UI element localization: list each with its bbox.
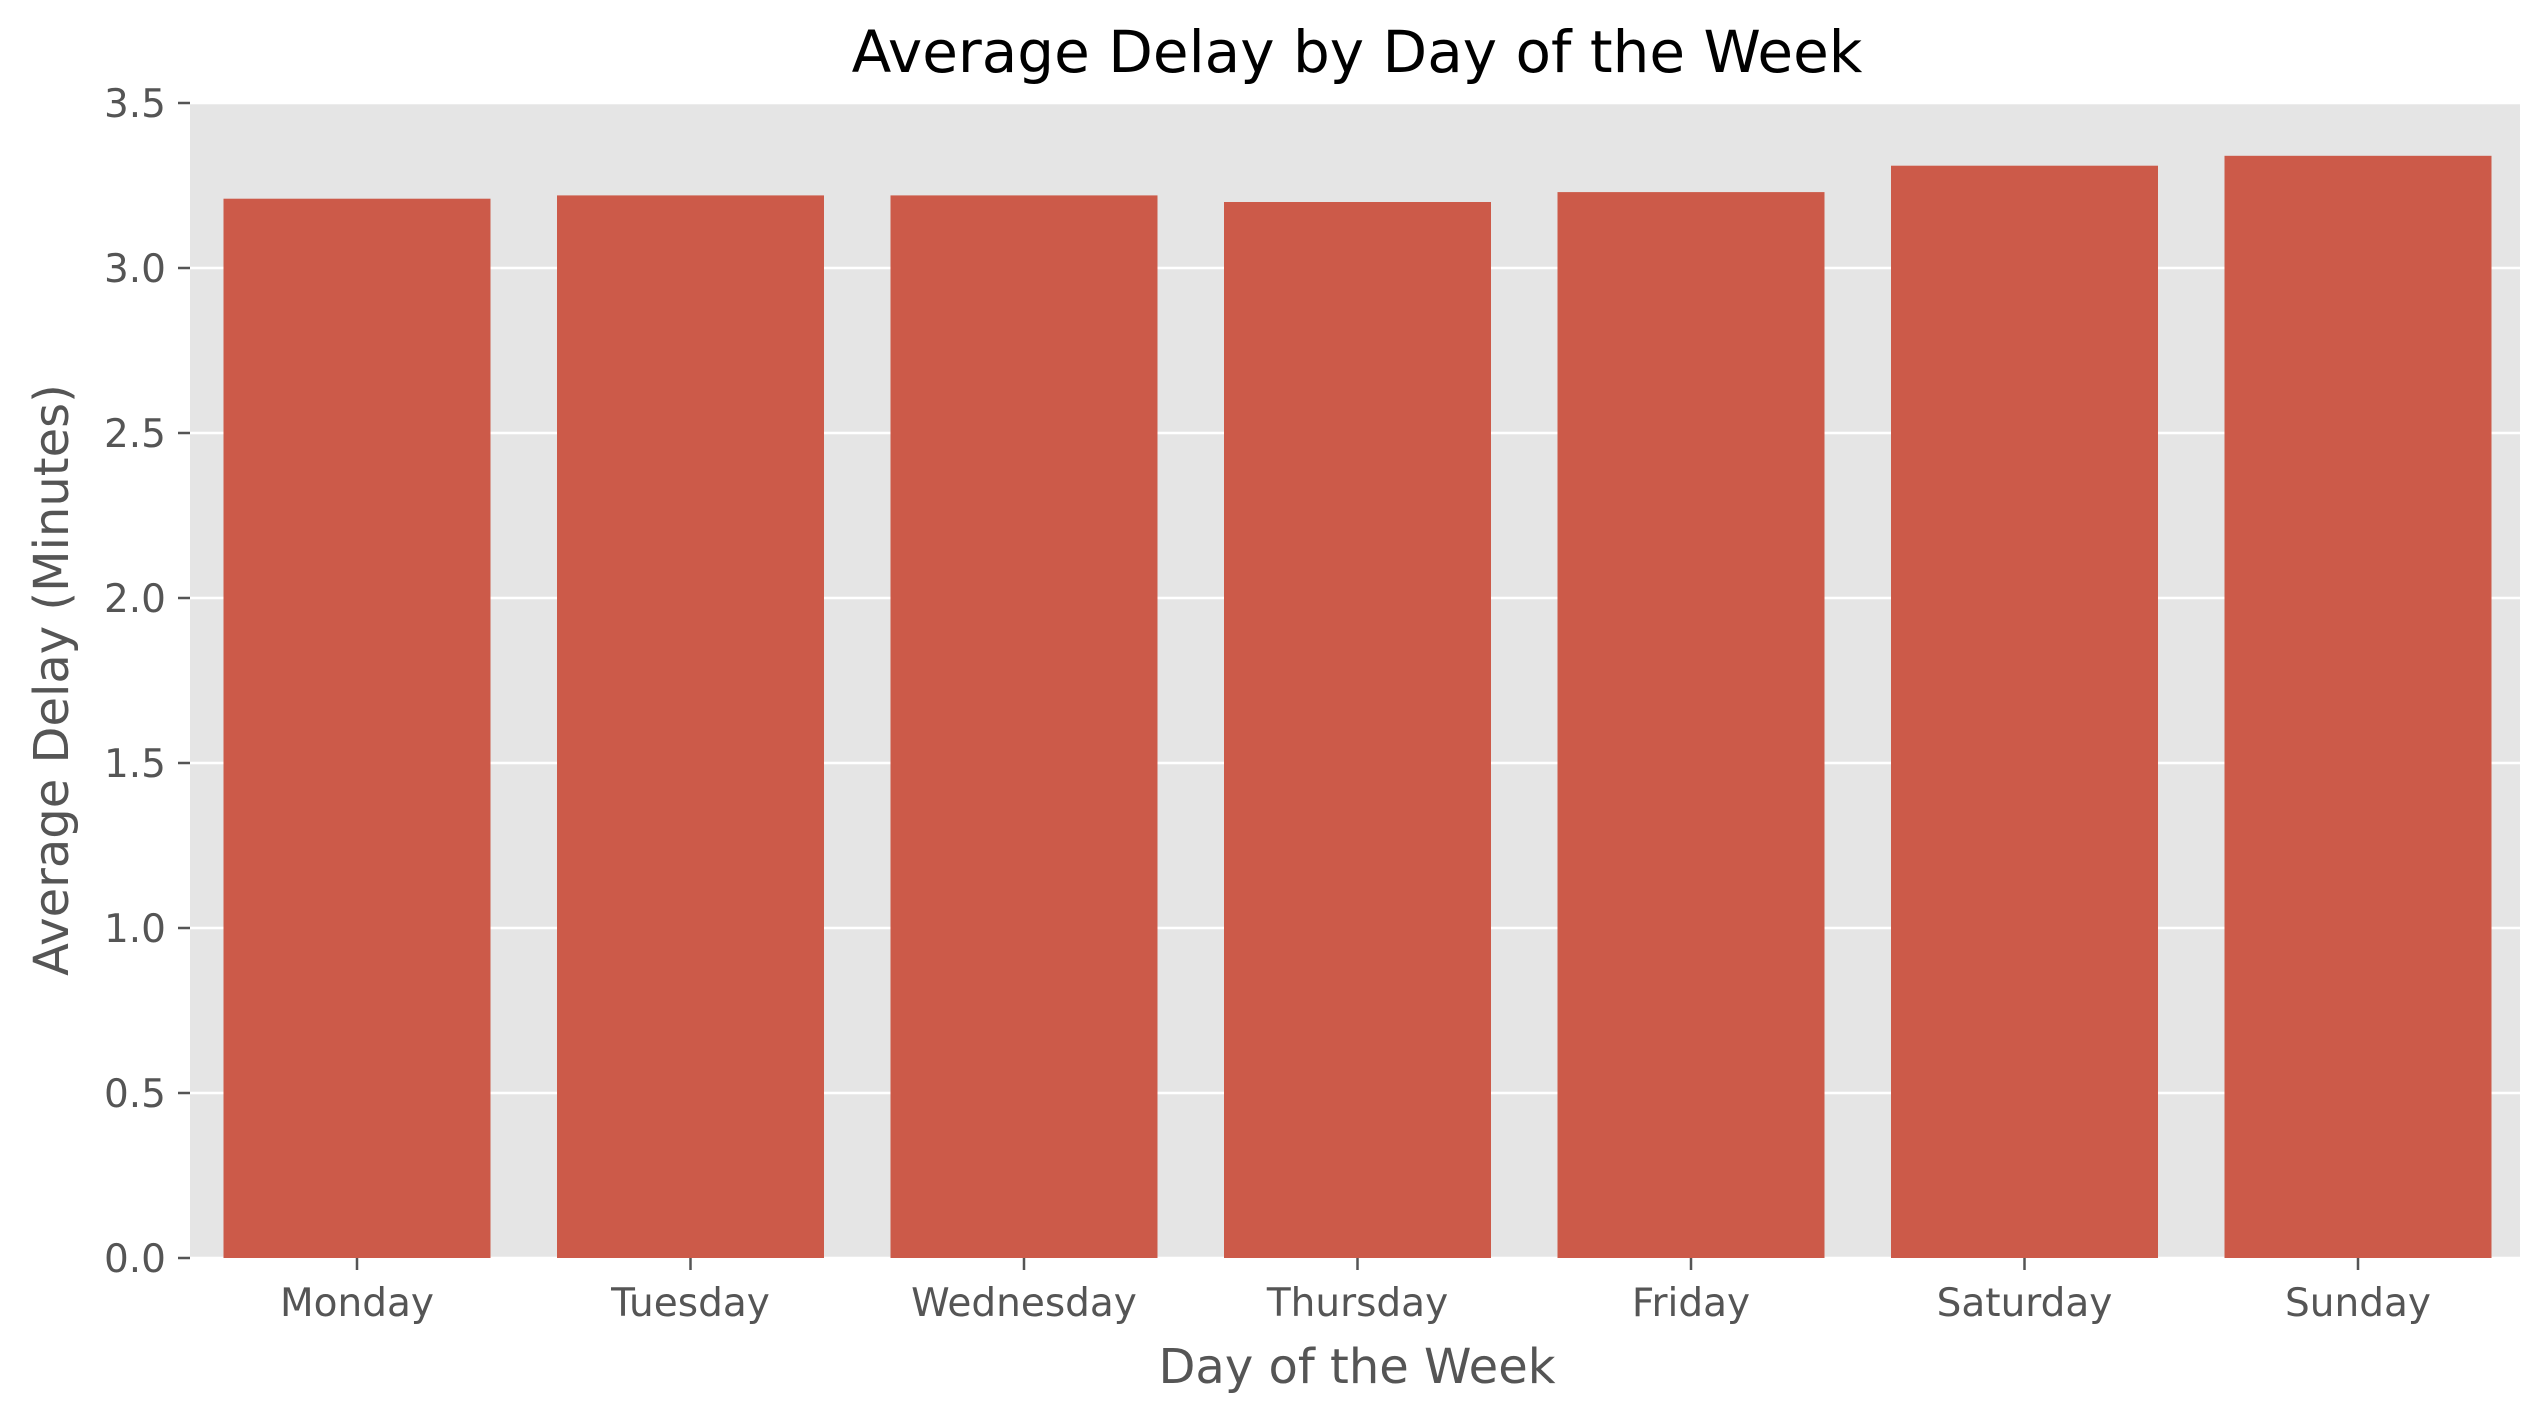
bar-sunday bbox=[2224, 155, 2492, 1258]
x-tick-label: Wednesday bbox=[911, 1281, 1137, 1326]
x-tick-label: Thursday bbox=[1266, 1281, 1448, 1326]
y-axis: 0.0 0.5 1.0 1.5 2.0 2.5 3.0 3.5 bbox=[104, 82, 190, 1282]
y-tick-label: 1.5 bbox=[104, 742, 166, 787]
x-tick-label: Friday bbox=[1632, 1281, 1750, 1326]
y-axis-title: Average Delay (Minutes) bbox=[24, 384, 80, 976]
bars bbox=[223, 155, 2492, 1259]
y-tick-label: 0.5 bbox=[104, 1072, 166, 1117]
y-tick-label: 3.0 bbox=[104, 247, 166, 292]
y-tick-label: 0.0 bbox=[104, 1237, 166, 1282]
bar-friday bbox=[1557, 192, 1825, 1259]
bar-wednesday bbox=[890, 195, 1158, 1258]
chart-title: Average Delay by Day of the Week bbox=[852, 18, 1863, 86]
y-tick-label: 2.5 bbox=[104, 412, 166, 457]
bar-tuesday bbox=[557, 195, 824, 1258]
bar-monday bbox=[223, 198, 491, 1259]
x-axis-title: Day of the Week bbox=[1158, 1339, 1555, 1395]
y-tick-label: 1.0 bbox=[104, 907, 166, 952]
bar-saturday bbox=[1891, 165, 2158, 1259]
x-tick-label: Saturday bbox=[1937, 1281, 2113, 1326]
x-tick-label: Monday bbox=[280, 1281, 434, 1326]
y-tick-label: 2.0 bbox=[104, 577, 166, 622]
y-tick-label: 3.5 bbox=[104, 82, 166, 127]
bar-thursday bbox=[1224, 202, 1491, 1258]
x-tick-label: Sunday bbox=[2285, 1281, 2431, 1326]
x-axis: Monday Tuesday Wednesday Thursday Friday Satu… bbox=[280, 1258, 2431, 1326]
x-tick-label: Tuesday bbox=[610, 1281, 770, 1326]
